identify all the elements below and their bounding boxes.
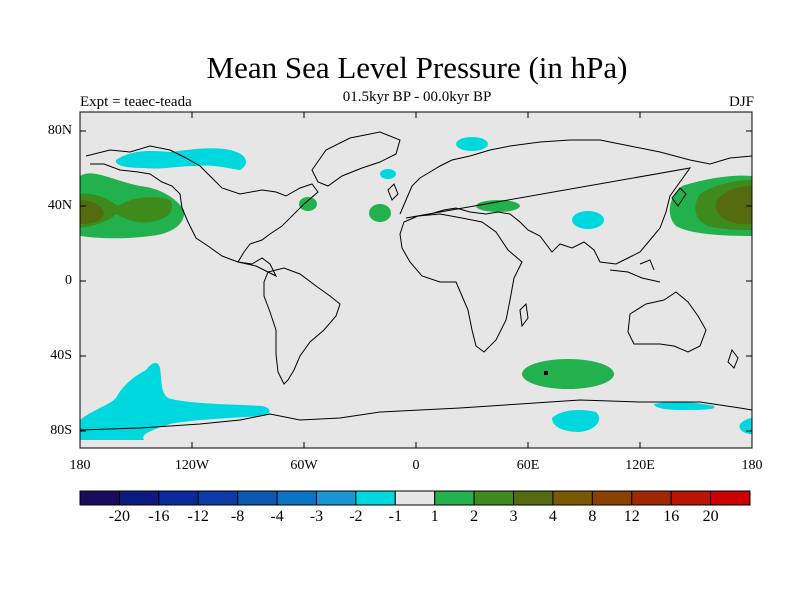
antarctic-indian-negative-region [552, 410, 600, 432]
east-atlantic-positive-blob [369, 204, 391, 222]
colorbar-swatch [670, 490, 712, 506]
north-pacific-west-positive-center [715, 186, 752, 224]
greenland-sea-negative-blob [380, 169, 396, 179]
colorbar-swatch [276, 490, 317, 506]
barents-negative-blob [456, 137, 488, 151]
lat-label-equator: 0 [65, 273, 72, 288]
anomaly-regions [80, 137, 752, 440]
colorbar-swatch [158, 490, 199, 506]
map-ticks [79, 112, 753, 448]
lat-label-80n: 80N [47, 123, 72, 138]
colorbar-label: 12 [623, 508, 640, 525]
lat-label-80s: 80S [50, 423, 72, 438]
australia-coast [627, 291, 707, 353]
lon-label-120w: 120W [174, 458, 210, 473]
lon-label-60w: 60W [290, 458, 318, 473]
greenland-coast [311, 131, 401, 187]
uk-coast [387, 183, 399, 201]
colorbar-swatch [631, 490, 672, 506]
colorbar-label: 4 [548, 508, 557, 525]
colorbar-label: 16 [663, 508, 680, 525]
colorbar-swatch [315, 490, 357, 506]
tibet-negative-blob [572, 211, 604, 229]
colorbar-label: 3 [509, 508, 518, 525]
colorbar-label: 1 [430, 508, 439, 525]
lon-label-0: 0 [412, 458, 420, 473]
madagascar-coast [519, 302, 529, 328]
colorbar-swatch [118, 490, 160, 506]
south-indian-marker [544, 371, 548, 375]
lon-label-180-east: 180 [741, 458, 763, 473]
colorbar-label: -20 [108, 508, 131, 525]
colorbar-swatch [710, 490, 751, 506]
antarctic-dateline-negative-region [739, 418, 752, 434]
colorbar-swatch [513, 490, 554, 506]
colorbar-label: -3 [309, 508, 324, 525]
canada-negative-region [115, 148, 246, 170]
colorbar-label: -4 [270, 508, 284, 525]
antarctic-east-negative-region [654, 401, 715, 410]
indonesia-coast [609, 259, 661, 283]
colorbar-label: 2 [470, 508, 479, 525]
colorbar-label: -8 [230, 508, 245, 525]
colorbar-label: 20 [702, 508, 719, 525]
colorbar-swatch [237, 490, 278, 506]
colorbar-label: -12 [187, 508, 209, 525]
colorbar-swatch [552, 490, 593, 506]
antarctica-coast [79, 399, 753, 431]
map-background [80, 112, 752, 448]
coastlines [79, 131, 753, 431]
colorbar-swatch [197, 490, 239, 506]
north-america-coast [85, 145, 319, 278]
new-zealand-coast [727, 348, 739, 369]
map-title: Mean Sea Level Pressure (in hPa) [206, 50, 628, 85]
eurasia-coast [399, 139, 753, 265]
lat-label-40n: 40N [47, 198, 72, 213]
lat-label-40s: 40S [50, 348, 72, 363]
japan-coast [671, 187, 687, 207]
colorbar [79, 490, 751, 506]
lon-label-180-west: 180 [69, 458, 91, 473]
colorbar-label: -16 [148, 508, 170, 525]
south-pacific-negative-region [80, 362, 270, 440]
africa-coast [399, 213, 523, 353]
lon-label-120e: 120E [625, 458, 655, 473]
season-label: DJF [728, 94, 754, 110]
map-subtitle: 01.5kyr BP - 00.0kyr BP [342, 89, 492, 105]
lon-label-60e: 60E [516, 458, 540, 473]
labrador-positive-blob [299, 197, 317, 211]
mediterranean-positive-blob [476, 200, 520, 212]
colorbar-swatch [355, 490, 396, 506]
colorbar-swatch [434, 490, 475, 506]
colorbar-swatch [473, 490, 515, 506]
colorbar-label: -2 [349, 508, 363, 525]
experiment-label: Expt = teaec-teada [80, 94, 192, 110]
colorbar-swatch [79, 490, 120, 506]
south-america-coast [263, 267, 341, 385]
colorbar-swatch [591, 490, 633, 506]
south-indian-positive-region [522, 359, 614, 389]
colorbar-label: 8 [588, 508, 597, 525]
colorbar-swatch [394, 490, 436, 506]
north-pacific-east-positive-core [80, 193, 172, 228]
colorbar-label: -1 [388, 508, 402, 525]
